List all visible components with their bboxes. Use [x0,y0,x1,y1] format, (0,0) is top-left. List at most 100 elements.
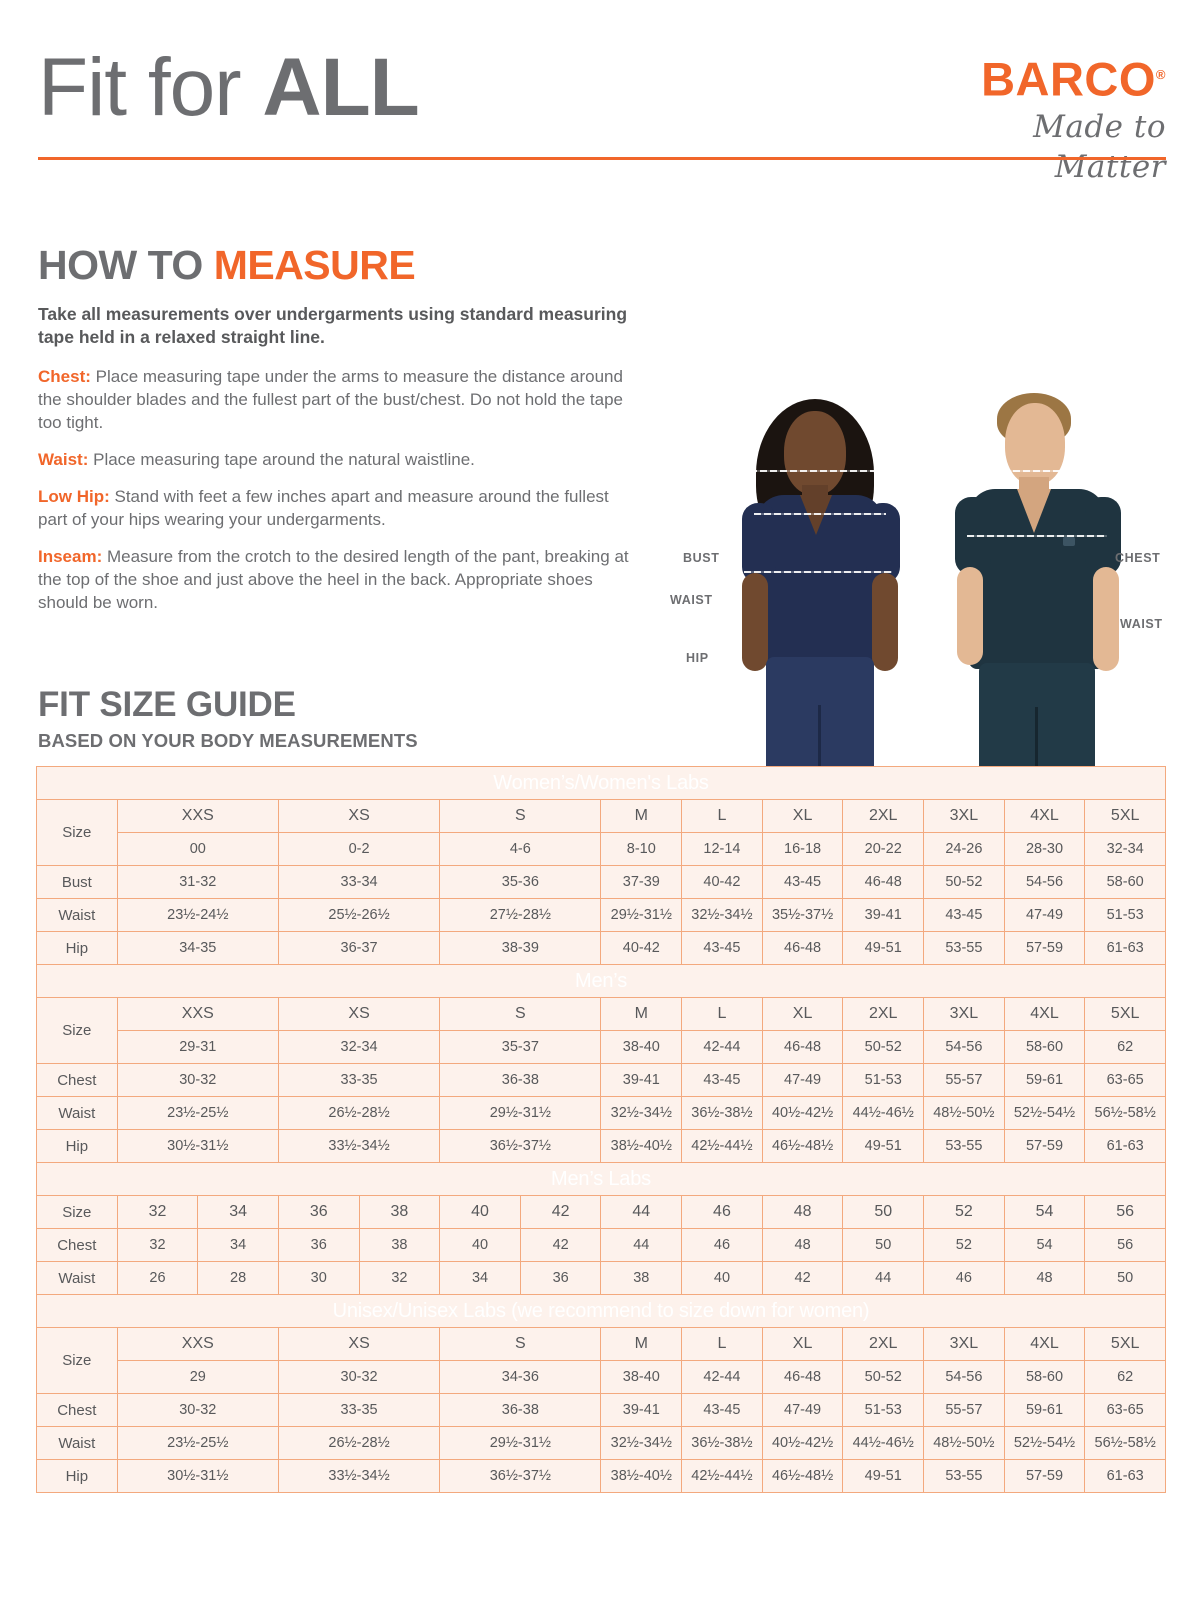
male-pants-split [1035,707,1038,775]
measurement-cell: 46½-48½ [761,1459,844,1493]
measurement-cell: 53-55 [923,931,1005,965]
numeric-size-cell: 42-44 [681,1030,763,1064]
measurement-cell: 34 [439,1261,521,1295]
numeric-size-cell: 50-52 [842,1360,925,1394]
measurement-cell: 50 [842,1228,925,1262]
size-header-cell: XXS [116,1327,279,1361]
numeric-size-cell: 24-26 [923,832,1005,866]
measurement-cell: 49-51 [842,931,925,965]
table-band-row: Women’s/Women's Labs [36,766,1166,800]
measurement-cell: 32½-34½ [600,1426,683,1460]
numeric-size-cell: 62 [1084,1360,1166,1394]
measure-item-chest: Chest: Place measuring tape under the ar… [38,365,638,434]
measurement-row: Waist 26 28 30 32 34 36 38 40 42 44 46 48 50 [36,1261,1166,1295]
measure-item-inseam-label: Inseam: [38,547,103,566]
numeric-size-cell: 38-40 [600,1030,683,1064]
numeric-size-cell: 30-32 [277,1360,441,1394]
measurement-cell: 29½-31½ [439,1096,602,1130]
numeric-size-cell: 34-36 [439,1360,602,1394]
measurement-cell: 52 [923,1228,1005,1262]
size-header-cell: 4XL [1003,997,1086,1031]
size-guide-table-body: Women’s/Women's Labs Size XXS XS S M L XL 2XL 3XL… [36,766,1166,1493]
female-right-sleeve [866,503,900,583]
size-header-cell: 34 [197,1195,279,1229]
measurement-cell: 40 [681,1261,763,1295]
size-header-cell: 50 [842,1195,925,1229]
measurement-cell: 51-53 [842,1063,925,1097]
size-header-cell: 4XL [1003,1327,1086,1361]
measurement-row-label: Waist [36,898,118,932]
table-band-title: Men’s Labs [36,1162,1166,1196]
measurement-cell: 33-35 [277,1063,441,1097]
size-header-cell: 54 [1003,1195,1086,1229]
how-to-measure-heading: HOW TO MEASURE [38,243,638,287]
size-header-cell: 3XL [923,799,1005,833]
size-header-cell: XXS [116,799,279,833]
measurement-cell: 43-45 [923,898,1005,932]
measurement-cell: 54 [1003,1228,1086,1262]
measurement-cell: 34 [197,1228,279,1262]
measurement-row: Hip 30½-31½ 33½-34½ 36½-37½ 38½-40½ 42½-44½ 46… [36,1129,1166,1163]
measurement-cell: 35½-37½ [761,898,844,932]
measurement-cell: 48½-50½ [923,1096,1005,1130]
size-header-cell: M [600,799,683,833]
measure-item-waist-label: Waist: [38,450,89,469]
measurement-cell: 29½-31½ [439,1426,602,1460]
male-chest-pocket-logo-icon [1063,537,1075,546]
measurement-cell: 42 [519,1228,602,1262]
measurement-cell: 46 [681,1228,763,1262]
measurement-cell: 42½-44½ [681,1129,763,1163]
measurement-cell: 36½-38½ [681,1426,763,1460]
measurement-cell: 32½-34½ [600,1096,683,1130]
numeric-size-cell: 32-34 [277,1030,441,1064]
numeric-size-cell: 16-18 [761,832,844,866]
brand-wordmark: BARCO® [981,50,1166,105]
numeric-size-cell: 54-56 [923,1360,1005,1394]
male-left-forearm [957,567,983,665]
numeric-size-cell: 42-44 [681,1360,763,1394]
measurement-cell: 36½-37½ [439,1459,602,1493]
size-header-cell: 56 [1084,1195,1166,1229]
measurement-row-label: Chest [36,1063,118,1097]
female-left-sleeve [742,503,776,583]
measurement-cell: 46-48 [761,931,844,965]
numeric-size-cell: 58-60 [1003,1030,1086,1064]
measurement-cell: 40-42 [600,931,683,965]
size-header-cell: 40 [439,1195,521,1229]
size-header-cell: 52 [923,1195,1005,1229]
measurement-cell: 61-63 [1084,1459,1166,1493]
measurement-cell: 47-49 [761,1393,844,1427]
measurement-cell: 36½-37½ [439,1129,602,1163]
measurement-cell: 30½-31½ [116,1129,279,1163]
female-model-figure [720,385,920,775]
page-title-light: Fit for [38,42,263,133]
size-header-cell: 2XL [842,997,925,1031]
numeric-size-cell: 29-31 [116,1030,279,1064]
measurement-cell: 33-35 [277,1393,441,1427]
female-pants-split [818,705,821,775]
numeric-size-cell: 28-30 [1003,832,1086,866]
measurement-row: Waist 23½-24½ 25½-26½ 27½-28½ 29½-31½ 32½-34½… [36,898,1166,932]
size-header-label: Size [36,997,118,1064]
label-waist-male: WAIST [1120,617,1163,631]
measurement-cell: 48 [1003,1261,1086,1295]
header-divider-rule [38,157,1166,160]
registered-trademark-icon: ® [1155,67,1166,82]
measurement-cell: 52½-54½ [1003,1096,1086,1130]
numeric-size-cell: 0-2 [277,832,441,866]
female-bust-line [750,470,890,472]
measure-item-low-hip: Low Hip: Stand with feet a few inches ap… [38,485,638,531]
measurement-cell: 58-60 [1084,865,1166,899]
size-header-cell: 44 [600,1195,683,1229]
size-header-cell: 3XL [923,997,1005,1031]
measurement-cell: 49-51 [842,1129,925,1163]
size-header-cell: 36 [277,1195,360,1229]
measurement-cell: 43-45 [761,865,844,899]
measurement-cell: 43-45 [681,1063,763,1097]
measurement-row-label: Waist [36,1261,118,1295]
measurement-cell: 43-45 [681,931,763,965]
measurement-row: Chest 30-32 33-35 36-38 39-41 43-45 47-49 51-53… [36,1063,1166,1097]
table-band-title: Men’s [36,964,1166,998]
measurement-cell: 26½-28½ [277,1426,441,1460]
measure-item-waist: Waist: Place measuring tape around the n… [38,448,638,471]
